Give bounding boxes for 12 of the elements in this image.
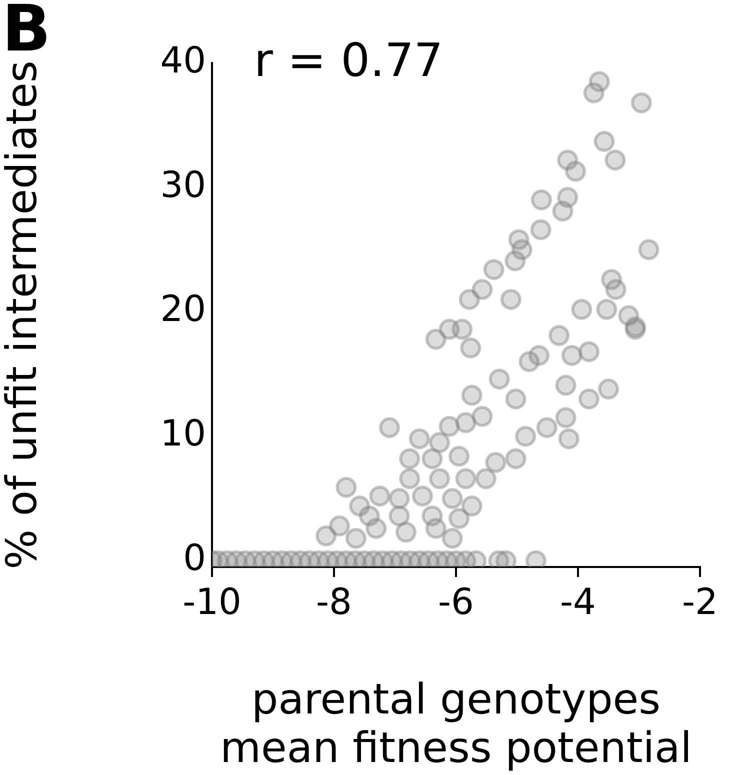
y-tick-label: 10 bbox=[160, 414, 206, 455]
y-tick-label: 0 bbox=[183, 538, 206, 580]
x-tick-label: -6 bbox=[438, 582, 474, 623]
x-axis-title: parental genotypes mean fitness potential bbox=[220, 674, 692, 772]
x-tick-label: -10 bbox=[182, 582, 242, 623]
x-tick-label: -2 bbox=[682, 582, 718, 623]
annotation: r = 0.77 bbox=[254, 32, 444, 87]
x-tick-label: -4 bbox=[560, 582, 596, 623]
x-tick-label: -8 bbox=[316, 582, 352, 623]
y-tick-label: 30 bbox=[160, 164, 206, 206]
y-tick-label: 20 bbox=[160, 289, 206, 330]
y-tick-label: 40 bbox=[160, 40, 206, 82]
